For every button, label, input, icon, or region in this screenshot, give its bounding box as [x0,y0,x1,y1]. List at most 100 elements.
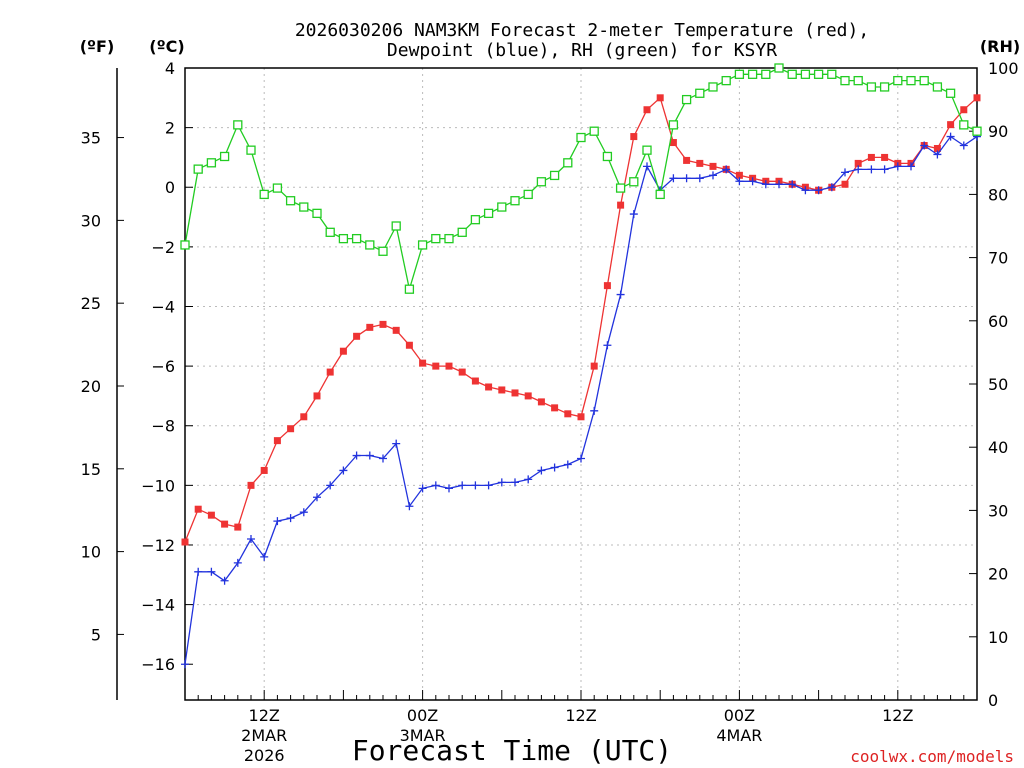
rh-point [219,151,230,162]
rh-tick-label: 70 [988,249,1008,268]
dewpoint-point [748,177,757,186]
temperature-point [960,106,968,114]
temperature-point [881,153,889,161]
fahrenheit-unit-label: (ºF) [80,37,115,56]
rh-point [721,75,731,86]
rh-point [351,233,362,244]
celsius-tick-label: −10 [141,476,175,495]
temperature-point [471,377,479,385]
dewpoint-point [286,514,295,523]
dewpoint-point [220,576,229,585]
rh-point [312,208,322,219]
rh-point [919,75,929,86]
dewpoint-point [339,466,348,475]
dewpoint-point [313,493,321,502]
time-tick-label: 12Z [882,706,913,725]
rh-point [549,170,560,181]
rh-point [246,145,256,155]
temperature-point [933,144,941,152]
celsius-tick-label: −12 [141,536,175,555]
dewpoint-point [933,150,942,159]
dewpoint-point [603,341,612,350]
temperature-point [683,156,691,164]
dewpoint-point [722,165,731,174]
rh-point [972,126,982,136]
rh-point [602,151,613,162]
rh-point [655,189,665,200]
dewpoint-point [524,475,533,484]
temperature-point [366,323,374,331]
rh-point [840,75,850,86]
date-tick-label: 4MAR [716,726,762,745]
dewpoint-point [207,567,216,576]
temperature-point [458,368,466,376]
dewpoint-point [669,174,678,183]
temperature-point [498,386,506,394]
celsius-tick-label: −2 [151,238,175,257]
rh-point [774,63,784,73]
rh-tick-label: 30 [988,501,1008,520]
temperature-point [590,362,598,370]
celsius-tick-label: 0 [165,178,175,197]
temperature-point [696,159,704,167]
rh-point [523,189,533,200]
chart-title-line2: Dewpoint (blue), RH (green) for KSYR [387,40,777,61]
rh-point [378,246,388,256]
rh-point [233,120,243,130]
temperature-point [669,139,677,147]
temperature-point [194,505,202,513]
temperature-point [973,94,981,102]
date-tick-label: 2MAR [241,726,287,745]
dewpoint-point [299,508,308,517]
rh-tick-label: 90 [988,122,1008,141]
temperature-point [947,121,955,129]
dewpoint-point [497,478,506,487]
temperature-point [854,159,862,167]
dewpoint-point [801,186,810,195]
rh-point [563,158,573,168]
rh-point [879,82,890,92]
rh-tick-label: 50 [988,375,1008,394]
rh-point [734,69,745,79]
rh-point [866,82,877,92]
fahrenheit-tick-label: 10 [81,543,101,562]
temperature-point [643,106,651,114]
dewpoint-point [695,174,704,183]
rh-tick-label: 10 [988,628,1008,647]
celsius-tick-label: 4 [165,59,175,78]
rh-point [747,69,758,79]
dewpoint-point [867,165,876,174]
temperature-point [260,466,268,474]
rh-point [299,202,309,212]
temperature-point [405,341,413,349]
dewpoint-point [563,460,572,469]
temperature-point [511,389,519,397]
rh-point [285,196,296,206]
date-tick-label: 3MAR [400,726,446,745]
chart-title-line1: 2026030206 NAM3KM Forecast 2-meter Tempe… [295,20,869,41]
x-axis-title: Forecast Time (UTC) [352,734,672,767]
rh-point [959,120,969,130]
fahrenheit-tick-label: 30 [81,211,101,230]
celsius-tick-label: −8 [151,417,175,436]
dewpoint-point [880,165,889,174]
dewpoint-point [365,451,374,460]
rh-point [536,177,547,187]
rh-point [853,75,863,86]
series-group [180,63,982,669]
temperature-point [419,359,427,367]
temperature-point [234,523,242,531]
fahrenheit-tick-label: 15 [81,460,101,479]
rh-tick-label: 100 [988,59,1019,78]
temperature-point [273,437,281,445]
rh-point [932,82,943,92]
dewpoint-point [260,552,269,561]
grid-lines [185,68,977,700]
time-tick-label: 12Z [249,706,280,725]
celsius-tick-label: 2 [165,119,175,138]
rh-point [338,233,349,244]
rh-tick-label: 0 [988,691,998,710]
rh-point [497,202,507,212]
